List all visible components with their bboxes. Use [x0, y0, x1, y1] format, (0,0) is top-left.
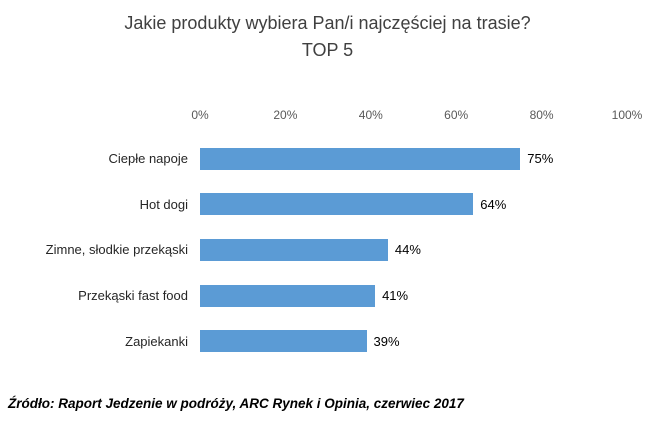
bar [200, 330, 367, 353]
bar-value-label: 75% [527, 151, 554, 167]
bar [200, 147, 521, 170]
x-axis-ticks: 0% 20% 40% 60% 80% 100% [191, 108, 642, 124]
category-labels: Ciepłe napoje Hot dogi Zimne, słodkie prze… [0, 136, 188, 364]
bar-row: 41% [200, 273, 627, 319]
bar-value-label: 64% [480, 196, 507, 212]
category-label: Zapiekanki [125, 333, 188, 349]
x-tick-label: 0% [191, 108, 209, 122]
bar [200, 284, 376, 307]
bar [200, 238, 388, 261]
bar-row: 64% [200, 182, 627, 228]
category-label: Przekąski fast food [78, 288, 188, 304]
bar-value-label: 44% [394, 242, 421, 258]
source-note: Źródło: Raport Jedzenie w podróży, ARC R… [8, 396, 464, 411]
bar-row: 75% [200, 136, 627, 182]
chart-subtitle: TOP 5 [301, 40, 354, 61]
x-tick-label: 100% [611, 108, 643, 122]
x-tick-label: 80% [529, 108, 554, 122]
x-tick-label: 20% [273, 108, 298, 122]
category-label: Hot dogi [139, 196, 188, 212]
bar-rows: 75% 64% 44% 41% 39% [200, 136, 627, 364]
chart-title: Jakie produkty wybiera Pan/i najczęściej… [124, 13, 531, 33]
bar-value-label: 41% [382, 288, 409, 304]
chart-header: Jakie produkty wybiera Pan/i najczęściej… [0, 10, 655, 63]
x-tick-label: 60% [444, 108, 469, 122]
x-tick-label: 40% [358, 108, 383, 122]
category-label: Ciepłe napoje [108, 151, 188, 167]
category-label: Zimne, słodkie przekąski [45, 242, 188, 258]
bar-row: 39% [200, 318, 627, 364]
bar-row: 44% [200, 227, 627, 273]
bar-value-label: 39% [373, 333, 400, 349]
bar [200, 193, 474, 216]
